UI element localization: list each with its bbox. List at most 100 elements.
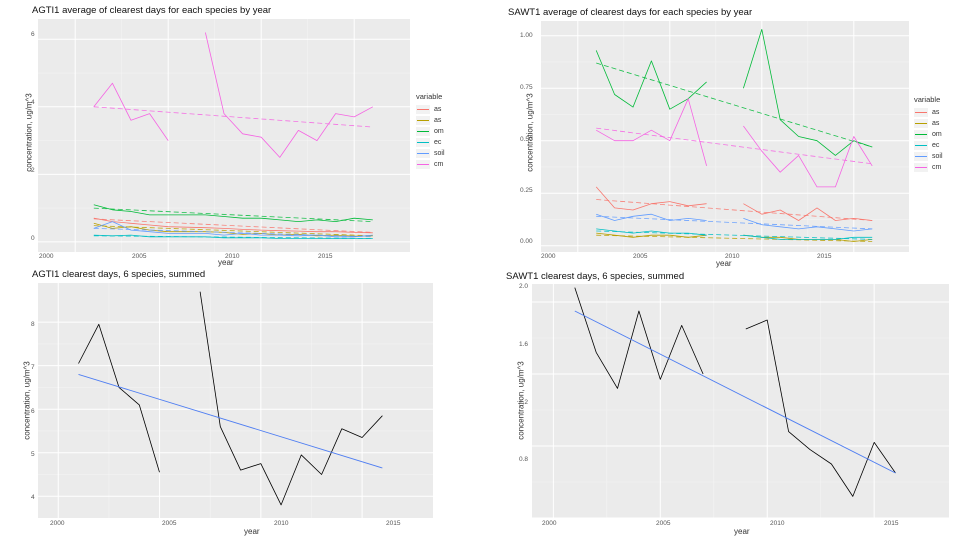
y-tick-label: 1.2 xyxy=(519,399,529,406)
legend-item: soil xyxy=(914,151,943,162)
y-tick-label: 0.50 xyxy=(520,136,533,143)
series-line xyxy=(745,319,896,497)
series-line xyxy=(743,28,873,156)
series-line xyxy=(743,125,873,188)
x-tick-label: 2005 xyxy=(656,520,671,527)
legend-title: variable xyxy=(416,92,443,101)
trend-line xyxy=(596,62,873,148)
series-line xyxy=(743,234,873,240)
y-tick-label: 0.25 xyxy=(520,187,533,194)
legend-item: ec xyxy=(914,140,943,151)
legend-item: as xyxy=(416,115,445,126)
legend: variable as as om ec soil cm xyxy=(416,92,445,170)
series-line xyxy=(596,98,707,167)
series-line xyxy=(743,218,873,232)
x-tick-label: 2000 xyxy=(39,253,54,260)
trend-line xyxy=(93,227,373,238)
x-tick-label: 2000 xyxy=(541,253,556,260)
y-tick-label: 4 xyxy=(31,99,35,106)
chart-svg xyxy=(532,284,949,518)
y-tick-label: 5 xyxy=(31,451,35,458)
plot-area xyxy=(532,284,949,518)
legend-label: as xyxy=(434,106,442,113)
trend-line xyxy=(93,207,373,223)
trend-line xyxy=(596,199,873,221)
x-tick-label: 2005 xyxy=(162,520,177,527)
legend: variable as as om ec soil cm xyxy=(914,95,943,173)
chart-title: AGTI1 clearest days, 6 species, summed xyxy=(32,269,206,280)
y-tick-label: 0.8 xyxy=(519,456,529,463)
legend-item: ec xyxy=(416,137,445,148)
trend-line xyxy=(596,234,873,242)
series-line xyxy=(93,221,373,238)
series-line xyxy=(93,234,373,239)
trend-line xyxy=(93,218,373,233)
x-tick-label: 2015 xyxy=(884,520,899,527)
x-tick-label: 2000 xyxy=(542,520,557,527)
legend-item: om xyxy=(416,126,445,137)
chart-title: SAWT1 clearest days, 6 species, summed xyxy=(506,271,685,282)
legend-item: cm xyxy=(416,159,445,170)
legend-item: as xyxy=(914,118,943,129)
series-line xyxy=(596,232,707,238)
y-tick-label: 0 xyxy=(31,235,35,242)
plot-area xyxy=(38,19,410,252)
trend-line xyxy=(596,215,873,230)
x-tick-label: 2010 xyxy=(770,520,785,527)
trend-line xyxy=(596,127,873,165)
trend-line xyxy=(93,106,373,128)
x-axis-label: year xyxy=(218,258,234,267)
chart-title: AGTI1 average of clearest days for each … xyxy=(32,5,272,16)
plot-area xyxy=(541,21,909,252)
series-line xyxy=(93,217,373,234)
legend-label: om xyxy=(434,128,444,135)
chart-svg xyxy=(541,21,909,252)
x-tick-label: 2000 xyxy=(50,520,65,527)
legend-label: ec xyxy=(434,139,442,146)
y-tick-label: 6 xyxy=(31,31,35,38)
x-axis-label: year xyxy=(716,259,732,268)
x-axis-label: year xyxy=(244,527,260,536)
x-tick-label: 2005 xyxy=(132,253,147,260)
y-tick-label: 1.00 xyxy=(520,32,533,39)
series-line xyxy=(93,82,169,141)
legend-label: as xyxy=(932,109,940,116)
legend-label: as xyxy=(932,120,940,127)
y-axis-label: concentration, ug/m^3 xyxy=(24,93,34,172)
x-axis-label: year xyxy=(734,527,750,536)
legend-item: as xyxy=(416,104,445,115)
legend-label: ec xyxy=(932,142,940,149)
series-line xyxy=(199,291,383,506)
legend-item: soil xyxy=(416,148,445,159)
legend-label: soil xyxy=(932,153,943,160)
y-tick-label: 7 xyxy=(31,364,35,371)
series-line xyxy=(595,186,707,211)
x-tick-label: 2005 xyxy=(633,253,648,260)
trend-line xyxy=(93,235,373,239)
x-tick-label: 2010 xyxy=(725,253,740,260)
y-tick-label: 2 xyxy=(31,167,35,174)
x-tick-label: 2010 xyxy=(225,253,240,260)
legend-item: om xyxy=(914,129,943,140)
y-tick-label: 0.75 xyxy=(520,84,533,91)
y-tick-label: 8 xyxy=(31,321,35,328)
x-tick-label: 2015 xyxy=(817,253,832,260)
y-tick-label: 1.6 xyxy=(519,341,529,348)
x-tick-label: 2015 xyxy=(318,253,333,260)
series-line xyxy=(596,213,707,221)
legend-label: om xyxy=(932,131,942,138)
y-tick-label: 4 xyxy=(31,494,35,501)
y-axis-label: concentration, ug/m^3 xyxy=(22,361,32,440)
series-line xyxy=(743,203,873,221)
legend-item: cm xyxy=(914,162,943,173)
series-line xyxy=(205,32,373,158)
chart-title: SAWT1 average of clearest days for each … xyxy=(508,7,753,18)
series-line xyxy=(78,323,160,473)
series-line xyxy=(93,204,373,223)
series-line xyxy=(574,287,704,389)
series-line xyxy=(574,310,896,474)
y-tick-label: 2.0 xyxy=(519,283,529,290)
legend-label: cm xyxy=(932,164,942,171)
chart-svg xyxy=(38,283,433,518)
legend-label: soil xyxy=(434,150,445,157)
